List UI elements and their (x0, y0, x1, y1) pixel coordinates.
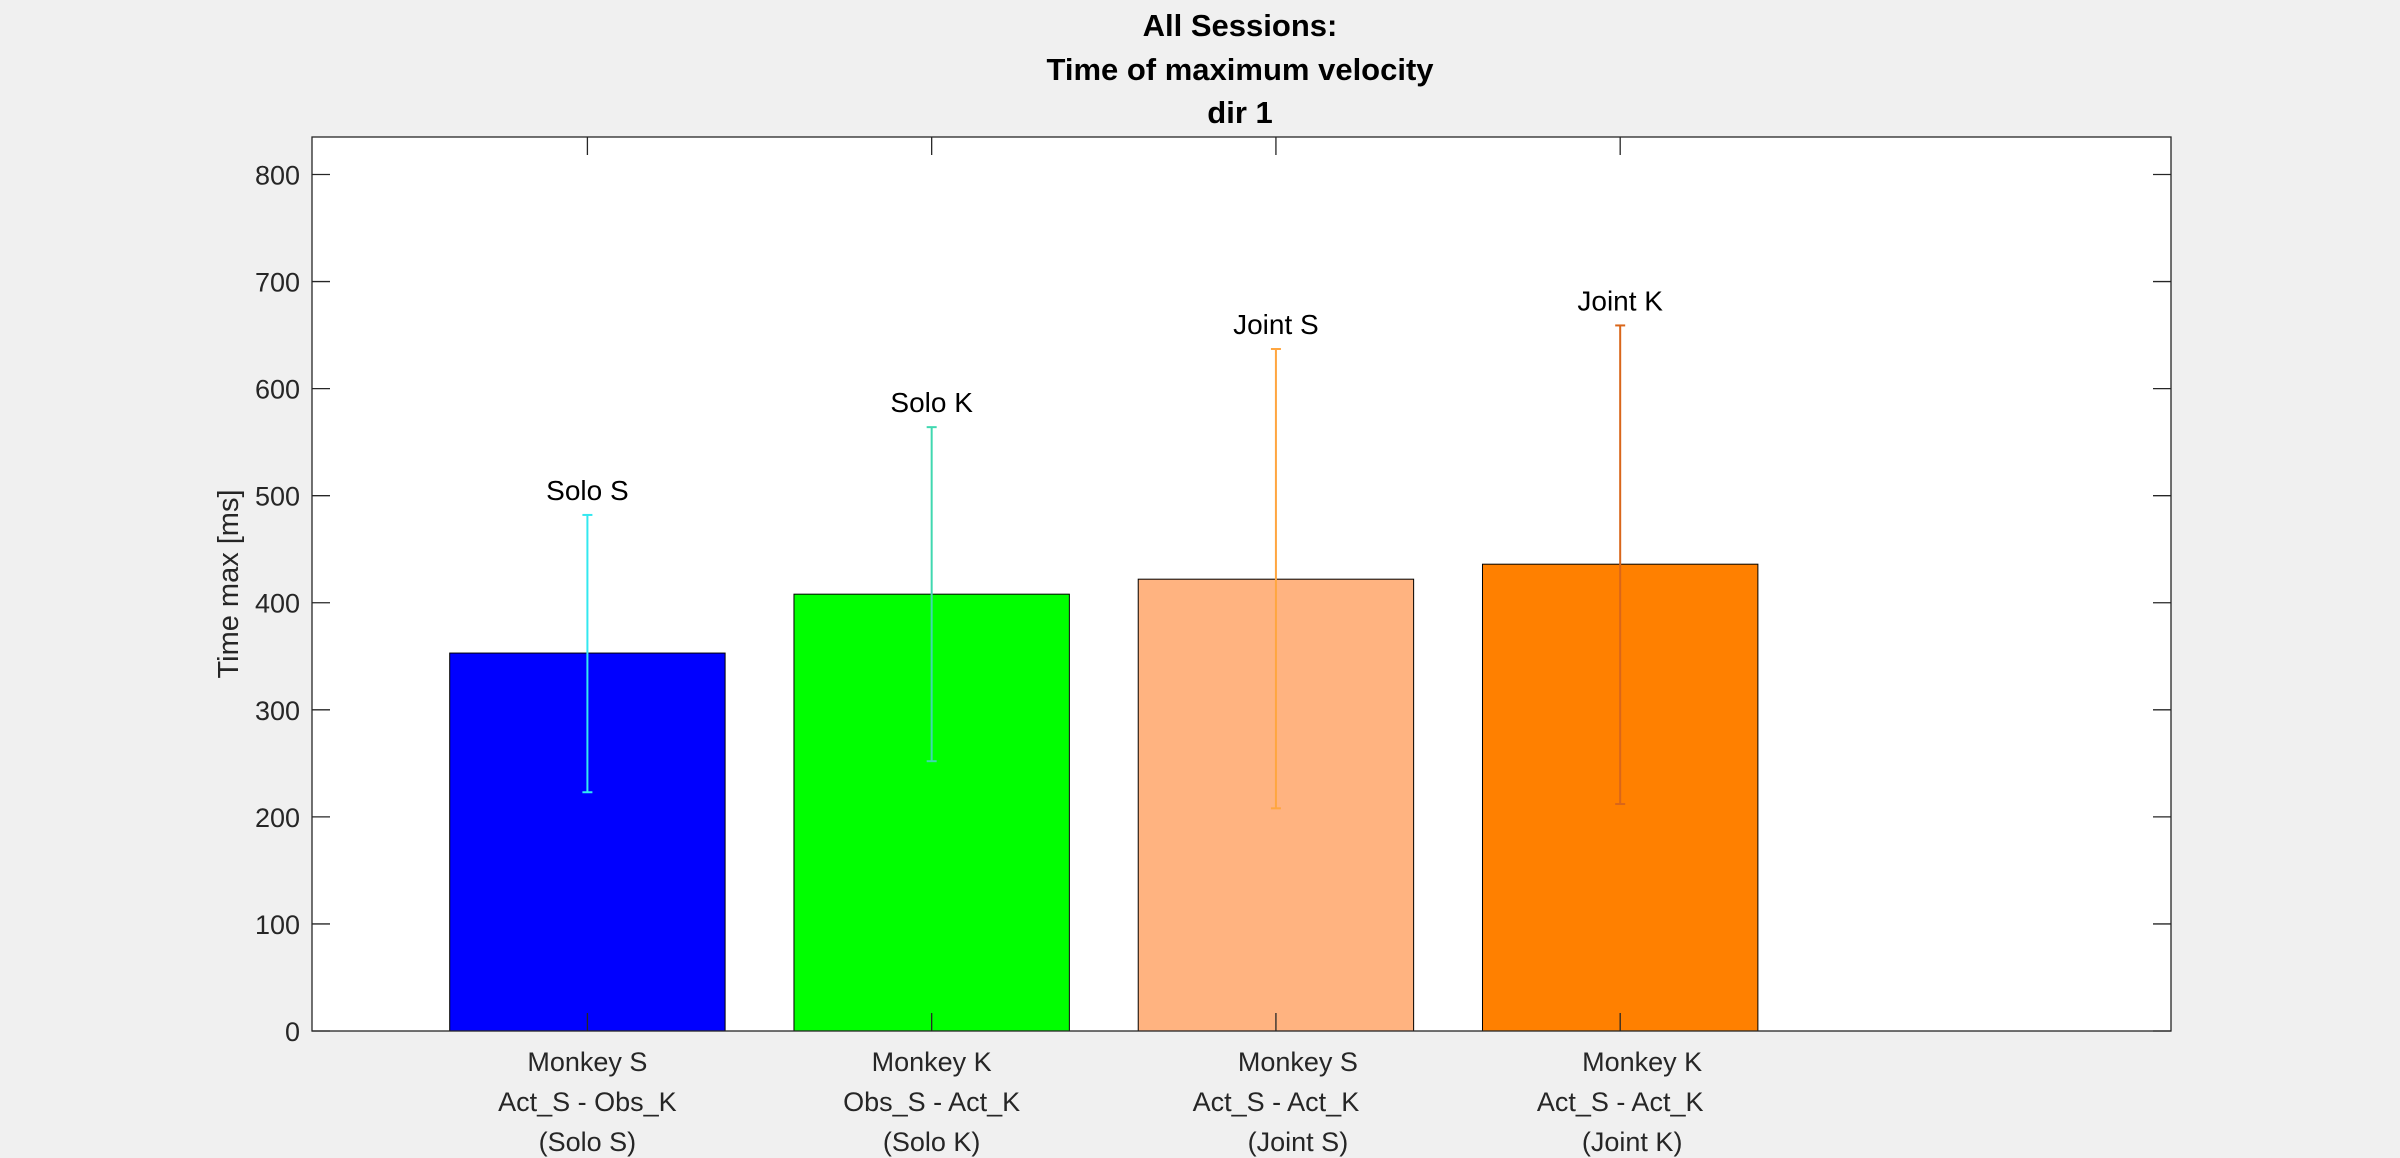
y-tick-label: 300 (255, 696, 300, 726)
title-line-1: All Sessions: (1143, 8, 1338, 43)
bar-label-3: Joint S (1233, 309, 1319, 340)
y-tick-label: 100 (255, 910, 300, 940)
y-tick-label: 800 (255, 160, 300, 190)
category-label-2-line-2: Obs_S - Act_K (843, 1087, 1020, 1117)
category-label-3-line-3: (Joint S) (1248, 1127, 1349, 1157)
category-label-3-line-2: Act_S - Act_K (1193, 1087, 1360, 1117)
category-labels-group: Monkey S Act_S - Obs_K (Solo S) Monkey K Obs… (498, 1047, 1703, 1157)
bar-labels-group: Solo S Solo K Joint S Joint K (546, 285, 1663, 506)
bar-label-4: Joint K (1577, 285, 1663, 316)
category-label-2-line-3: (Solo K) (883, 1127, 981, 1157)
bar-label-1: Solo S (546, 475, 629, 506)
chart-title: All Sessions: Time of maximum velocity d… (1046, 8, 1434, 130)
category-label-4-line-3: (Joint K) (1582, 1127, 1683, 1157)
y-tick-label: 500 (255, 482, 300, 512)
category-label-1-line-2: Act_S - Obs_K (498, 1087, 677, 1117)
y-tick-label: 700 (255, 268, 300, 298)
category-label-4-line-1: Monkey K (1582, 1047, 1702, 1077)
bar-label-2: Solo K (890, 387, 973, 418)
y-tick-label: 400 (255, 589, 300, 619)
y-tick-label: 600 (255, 375, 300, 405)
x-axis (586, 137, 1621, 1031)
y-axis-label: Time max [ms] (213, 489, 245, 678)
y-tick-label: 200 (255, 803, 300, 833)
category-label-1-line-1: Monkey S (527, 1047, 647, 1077)
category-label-3-line-1: Monkey S (1238, 1047, 1358, 1077)
category-label-4-line-2: Act_S - Act_K (1537, 1087, 1704, 1117)
y-axis: 0 100 200 300 400 500 600 700 800 (255, 160, 2171, 1047)
title-line-2: Time of maximum velocity (1046, 52, 1434, 87)
title-line-3: dir 1 (1207, 95, 1272, 130)
category-label-1-line-3: (Solo S) (539, 1127, 637, 1157)
y-tick-label: 0 (285, 1017, 300, 1047)
category-label-2-line-1: Monkey K (872, 1047, 992, 1077)
axes-box (311, 136, 2172, 1032)
error-bars-group (582, 324, 1626, 810)
